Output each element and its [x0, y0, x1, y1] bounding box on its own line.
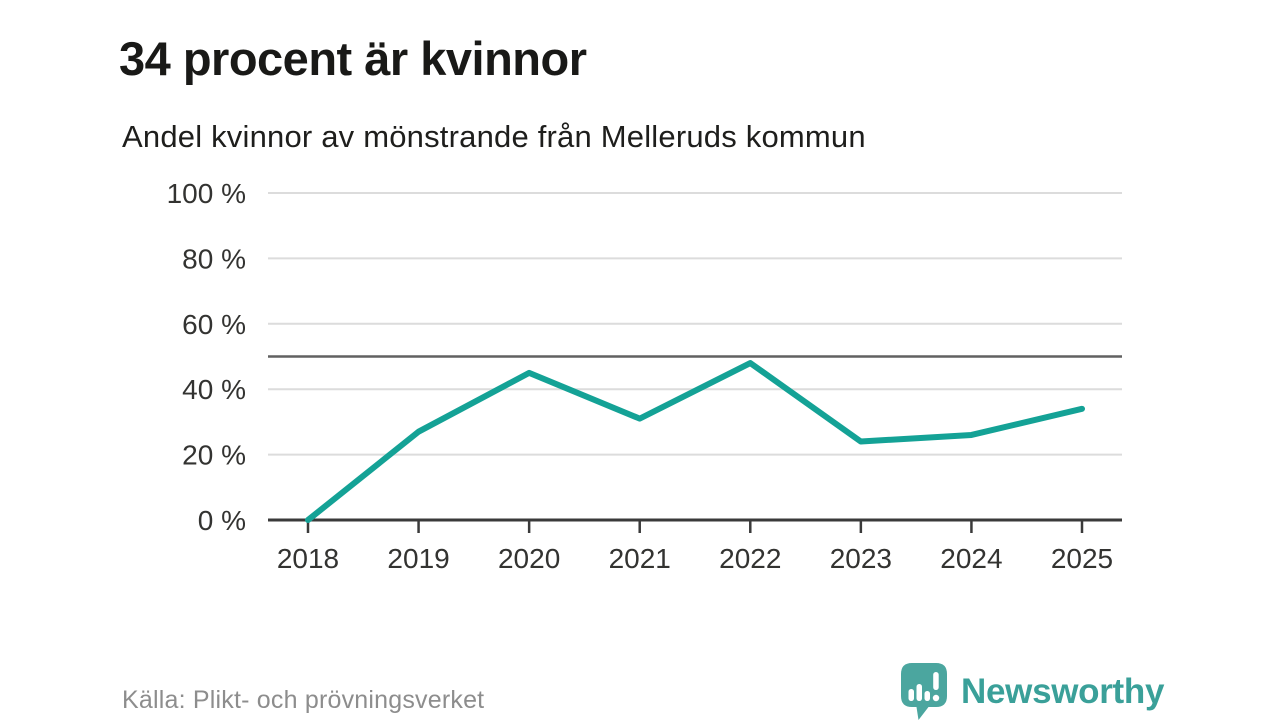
page-title: 34 procent är kvinnor [119, 32, 587, 86]
x-tick-label: 2024 [940, 543, 1002, 574]
data-line-series [305, 360, 1085, 523]
x-tick-label: 2019 [387, 543, 449, 574]
y-tick-label: 40 % [182, 374, 246, 405]
source-caption: Källa: Plikt- och prövningsverket [122, 686, 485, 714]
x-tick-label: 2025 [1051, 543, 1113, 574]
x-tick-label: 2018 [277, 543, 339, 574]
chart-subtitle: Andel kvinnor av mönstrande från Melleru… [122, 119, 866, 154]
x-tick-label: 2021 [609, 543, 671, 574]
newsworthy-logo: Newsworthy [900, 663, 1164, 720]
y-tick-label: 20 % [182, 440, 246, 471]
bar-chart-bubble-icon [901, 663, 947, 720]
y-tick-label: 0 % [198, 505, 246, 536]
x-tick-label: 2022 [719, 543, 781, 574]
line-chart: 2018 2019 2020 2021 2022 2023 2024 2025 0 % 20 % 4… [167, 178, 1122, 574]
x-tick-label: 2023 [830, 543, 892, 574]
y-tick-label: 100 % [167, 178, 246, 209]
x-tick-label: 2020 [498, 543, 560, 574]
y-tick-label: 80 % [182, 243, 246, 274]
y-tick-label: 60 % [182, 309, 246, 340]
newsworthy-wordmark: Newsworthy [961, 672, 1165, 711]
